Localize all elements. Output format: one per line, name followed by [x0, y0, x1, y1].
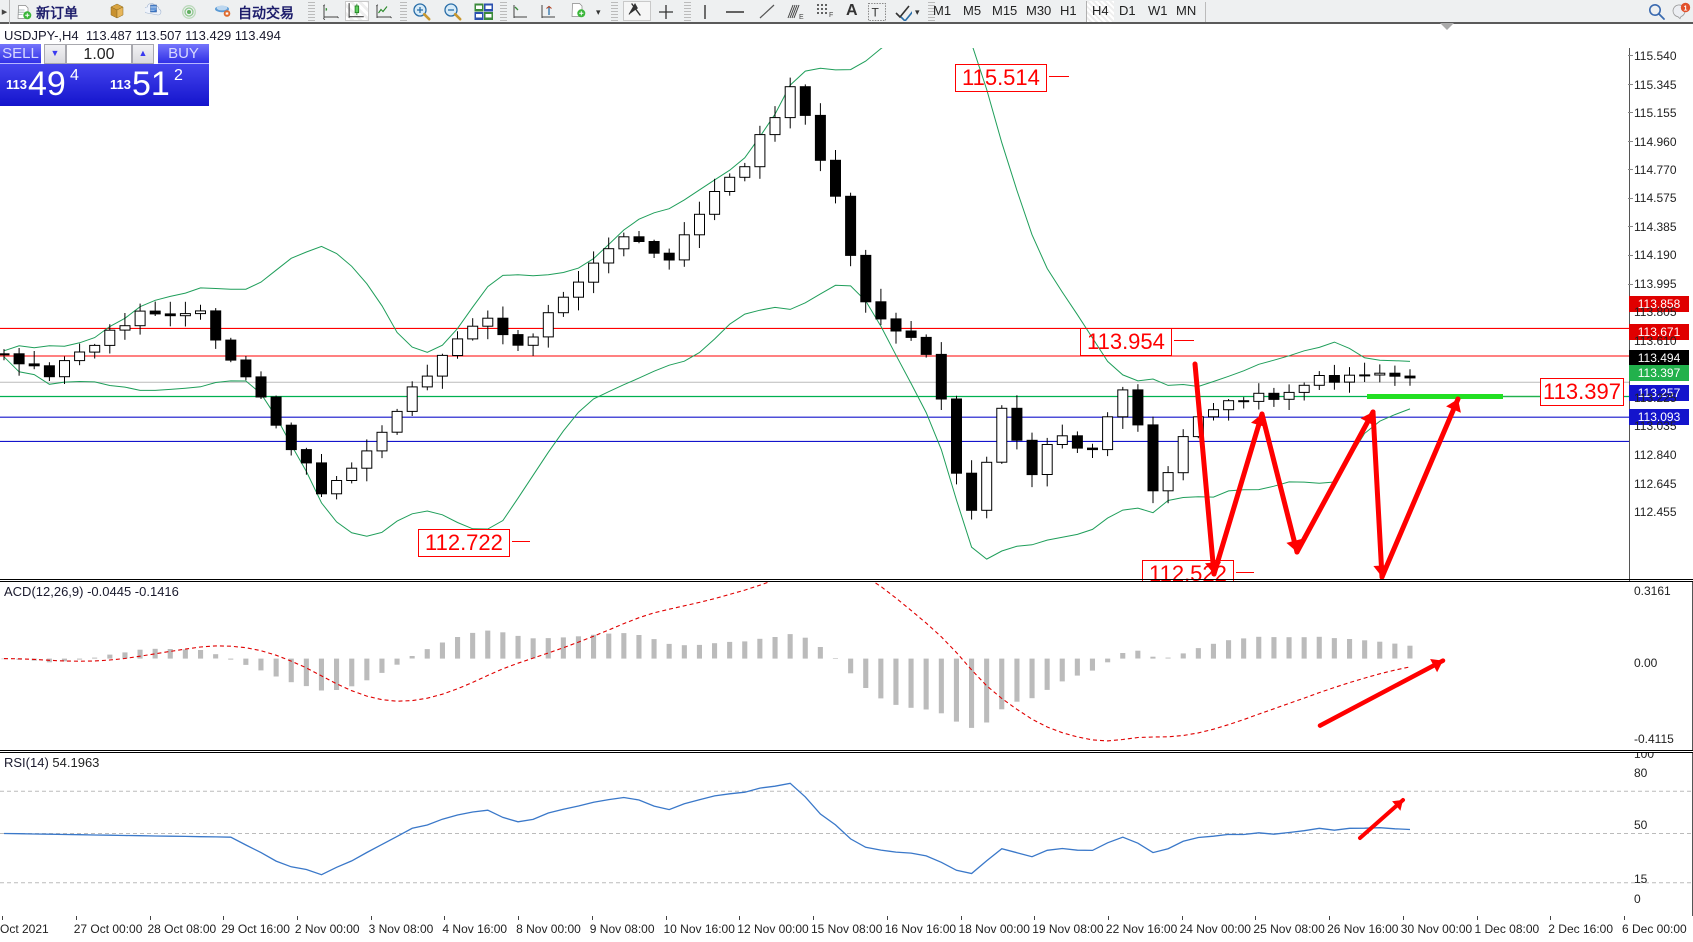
- svg-text:T: T: [872, 6, 880, 20]
- svg-text:1: 1: [1684, 5, 1688, 12]
- svg-text:E: E: [799, 14, 804, 20]
- svg-text:F: F: [829, 12, 833, 18]
